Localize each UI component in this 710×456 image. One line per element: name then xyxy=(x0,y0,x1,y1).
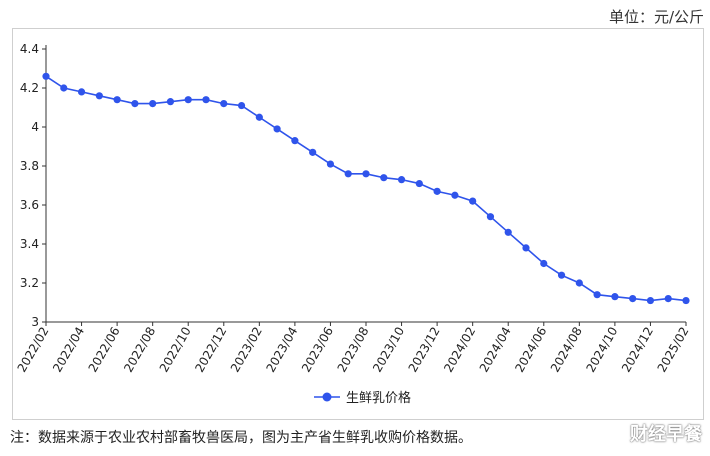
data-point xyxy=(42,72,50,80)
data-point xyxy=(255,113,263,121)
x-tick-label: 2023/04 xyxy=(263,325,300,375)
data-point xyxy=(469,197,477,205)
data-point xyxy=(220,100,228,108)
source-note: 注：数据来源于农业农村部畜牧兽医局，图为主产省生鲜乳收购价格数据。 xyxy=(10,430,472,446)
y-tick-label: 4 xyxy=(31,120,39,134)
unit-label: 单位：元/公斤 xyxy=(608,8,704,26)
data-point xyxy=(131,100,139,108)
legend-label: 生鲜乳价格 xyxy=(346,390,411,406)
data-point xyxy=(593,291,601,299)
x-tick-label: 2025/02 xyxy=(655,325,692,375)
x-tick-label: 2022/06 xyxy=(86,325,123,375)
data-point xyxy=(415,179,423,188)
x-tick-label: 2024/06 xyxy=(512,325,549,375)
series-line xyxy=(45,75,687,302)
data-point xyxy=(504,228,512,236)
data-point xyxy=(575,279,583,287)
watermark: 财经早餐 xyxy=(630,424,702,445)
y-tick-label: 3.2 xyxy=(20,276,39,290)
x-tick-label: 2023/06 xyxy=(299,325,336,375)
x-tick-label: 2023/12 xyxy=(406,325,443,375)
data-point xyxy=(273,125,281,133)
data-point xyxy=(291,137,299,145)
data-point xyxy=(362,170,370,178)
data-point xyxy=(149,100,157,108)
data-point xyxy=(611,293,619,301)
data-point xyxy=(113,96,121,104)
data-point xyxy=(522,244,530,252)
y-tick-label: 3.6 xyxy=(20,198,39,212)
data-point xyxy=(646,296,655,305)
data-point xyxy=(451,191,459,199)
chart-frame xyxy=(12,28,704,420)
data-point xyxy=(202,96,210,104)
data-point xyxy=(309,148,317,156)
data-point xyxy=(60,84,68,92)
x-tick-label: 2023/08 xyxy=(335,325,372,375)
x-tick-label: 2024/10 xyxy=(583,325,620,375)
data-point xyxy=(77,88,86,96)
x-tick-label: 2022/04 xyxy=(50,325,87,375)
data-point xyxy=(166,98,175,106)
y-tick-label: 3 xyxy=(31,315,39,329)
x-tick-label: 2024/04 xyxy=(477,325,514,375)
legend-marker xyxy=(322,392,332,402)
data-point xyxy=(629,295,637,303)
y-tick-label: 4.2 xyxy=(20,81,39,95)
data-point xyxy=(397,176,406,184)
data-point xyxy=(184,96,192,104)
data-point xyxy=(326,160,335,168)
data-point xyxy=(380,174,388,182)
x-tick-label: 2022/02 xyxy=(15,325,52,375)
y-tick-label: 3.8 xyxy=(20,159,39,173)
x-tick-label: 2024/08 xyxy=(548,325,585,375)
data-point xyxy=(95,92,103,100)
x-tick-label: 2024/02 xyxy=(441,324,478,374)
data-point xyxy=(540,259,548,268)
x-tick-label: 2022/12 xyxy=(192,325,229,375)
y-tick-label: 4.4 xyxy=(20,42,39,56)
data-point xyxy=(682,296,690,305)
x-tick-label: 2023/10 xyxy=(370,325,407,375)
data-point xyxy=(557,271,566,279)
x-tick-label: 2023/02 xyxy=(228,325,265,375)
x-tick-label: 2022/08 xyxy=(121,325,158,375)
x-tick-label: 2024/12 xyxy=(619,325,656,375)
data-point xyxy=(344,170,352,178)
x-tick-label: 2022/10 xyxy=(157,325,194,375)
y-tick-label: 3.4 xyxy=(20,237,39,251)
data-point xyxy=(486,213,495,221)
data-point xyxy=(433,187,441,195)
data-point xyxy=(237,101,246,110)
data-point xyxy=(664,295,672,303)
